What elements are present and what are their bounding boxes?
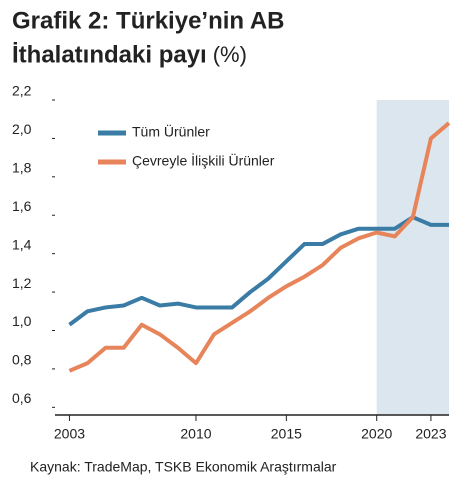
x-tick-label: 2020: [361, 426, 392, 442]
x-tick-label: 2023: [415, 426, 446, 442]
series-line: [68, 121, 451, 373]
highlight-band: [376, 100, 449, 415]
chart-title: İthalatındaki payı: [12, 41, 207, 68]
y-tick-label: 1,4: [12, 236, 32, 252]
y-tick-label: 1,6: [12, 198, 32, 214]
series-line: [68, 215, 449, 327]
y-tick-label: 0,8: [12, 352, 32, 368]
legend-label: Tüm Ürünler: [132, 123, 210, 140]
y-tick-label: 1,2: [12, 275, 32, 291]
y-tick-label: 1,0: [12, 313, 32, 329]
y-tick-label: 1,8: [12, 160, 32, 176]
x-tick-label: 2003: [54, 426, 85, 442]
x-tick-label: 2010: [180, 426, 211, 442]
chart-title: Grafik 2: Türkiye’nin AB: [12, 7, 285, 34]
chart-title-unit: (%): [213, 42, 247, 67]
legend-label: Çevreyle İlişkili Ürünler: [132, 152, 275, 169]
y-tick-label: 2,2: [12, 83, 32, 99]
source-note: Kaynak: TradeMap, TSKB Ekonomik Araştırm…: [30, 459, 337, 475]
x-tick-label: 2015: [271, 426, 302, 442]
y-tick-label: 2,0: [12, 121, 32, 137]
y-tick-label: 0,6: [12, 390, 32, 406]
